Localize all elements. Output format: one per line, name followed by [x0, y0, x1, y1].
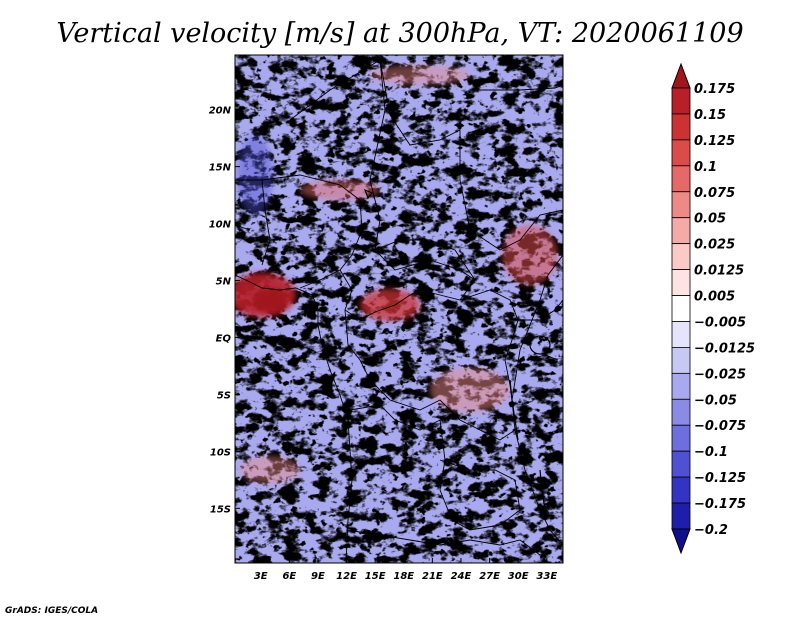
colorbar-label: −0.075 — [694, 419, 746, 434]
y-axis: 20N 15N 10N 5N EQ 5S 10S 15S — [209, 106, 240, 515]
colorbar-label: 0.125 — [694, 134, 735, 149]
ascent-southwest — [240, 456, 300, 484]
lake-victoria — [529, 335, 551, 355]
y-tick-label: EQ — [216, 333, 232, 344]
coastline-west — [235, 274, 353, 563]
y-tick-label: 15S — [210, 504, 231, 515]
colorbar-label: −0.005 — [694, 315, 746, 330]
y-tick-label: 10S — [210, 447, 231, 458]
colorbar-block — [671, 243, 691, 270]
y-tick-label: 20N — [209, 106, 232, 117]
colorbar-block — [671, 113, 691, 141]
x-tick-label: 24E — [451, 571, 472, 582]
ascent-sahel-band — [300, 180, 380, 200]
ascent-guinea-core — [252, 288, 288, 312]
map-frame — [234, 54, 564, 564]
x-tick-label: 6E — [282, 571, 296, 582]
border-sahara-north — [289, 59, 563, 251]
border-south — [345, 529, 541, 556]
colorbar-label: −0.175 — [694, 497, 746, 512]
x-tick-label: 30E — [508, 571, 529, 582]
colorbar-label: 0.15 — [694, 108, 726, 123]
ascent-clusters — [235, 65, 558, 484]
x-tick-label: 15E — [365, 571, 386, 582]
lakes — [363, 188, 551, 511]
ascent-central-africa — [360, 289, 420, 321]
border-angola — [349, 404, 501, 531]
border-car — [374, 239, 476, 301]
x-tick-label: 27E — [479, 571, 500, 582]
colorbar-label: 0.025 — [694, 238, 735, 253]
colorbar-block — [671, 372, 691, 400]
colorbar-block — [671, 398, 691, 426]
colorbar-block — [671, 424, 691, 452]
y-tick-label: 10N — [209, 220, 232, 231]
colorbar-block — [671, 139, 691, 167]
colorbar-label: 0.175 — [694, 82, 735, 97]
colorbar-top-arrow — [671, 62, 691, 89]
colorbar-label: −0.1 — [694, 445, 728, 460]
colorbar-block — [671, 191, 691, 219]
country-borders — [235, 59, 563, 563]
x-tick-label: 12E — [336, 571, 357, 582]
ascent-south — [430, 368, 510, 412]
border-cameroon — [339, 269, 411, 321]
ascent-north — [370, 65, 470, 85]
colorbar-label: −0.0125 — [694, 341, 755, 356]
border-northeast — [470, 84, 563, 91]
colorbar-block — [671, 269, 691, 296]
descent-core-west — [237, 135, 273, 215]
colorbar-label: 0.1 — [694, 160, 717, 175]
lake-chad — [363, 188, 373, 200]
colorbar-label: −0.125 — [694, 471, 746, 486]
colorbar-block — [671, 217, 691, 245]
border-congo-drc — [344, 309, 516, 441]
x-tick-label: 18E — [393, 571, 414, 582]
x-tick-label: 3E — [254, 571, 268, 582]
x-tick-label: 9E — [311, 571, 325, 582]
colorbar-label: 0.0125 — [694, 264, 744, 279]
colorbar-label: −0.2 — [694, 523, 728, 538]
x-tick-label: 33E — [536, 571, 557, 582]
lake-tanganyika — [509, 379, 519, 441]
border-zambia — [439, 459, 521, 526]
colorbar-label: −0.025 — [694, 367, 746, 382]
colorbar-block — [671, 165, 691, 193]
colorbar: 0.175 0.15 0.125 0.1 0.075 0.05 0.025 0.0125 0.0… — [671, 62, 755, 555]
colorbar-block — [671, 450, 691, 478]
ascent-ethiopia — [502, 225, 558, 285]
lake-malawi — [539, 469, 546, 511]
y-tick-label: 5N — [216, 277, 232, 288]
border-west-africa — [235, 179, 271, 266]
y-tick-label: 15N — [209, 163, 232, 174]
x-axis: 3E 6E 9E 12E 15E 18E 21E 24E 27E 30E 33E — [254, 558, 557, 582]
coastline-east — [511, 254, 563, 546]
heatmap-field — [235, 55, 563, 563]
colorbar-block — [671, 476, 691, 504]
colorbar-label: 0.075 — [694, 186, 735, 201]
colorbar-block — [671, 321, 691, 348]
colorbar-bottom-arrow — [671, 528, 691, 555]
grads-credit: GrADS: IGES/COLA — [5, 606, 98, 616]
colorbar-label: −0.05 — [694, 393, 737, 408]
border-drc-east — [459, 289, 519, 401]
colorbar-block — [671, 87, 691, 115]
colorbar-block — [671, 295, 691, 322]
colorbar-label: 0.005 — [694, 290, 735, 305]
border-east-africa — [518, 299, 563, 361]
border-nigeria — [261, 174, 363, 289]
colorbar-block — [671, 347, 691, 374]
chart-title: Vertical velocity [m/s] at 300hPa, VT: 2… — [56, 18, 743, 49]
x-tick-label: 21E — [422, 571, 443, 582]
colorbar-label: 0.05 — [694, 212, 726, 227]
y-tick-label: 5S — [217, 390, 231, 401]
colorbar-block — [671, 502, 691, 530]
